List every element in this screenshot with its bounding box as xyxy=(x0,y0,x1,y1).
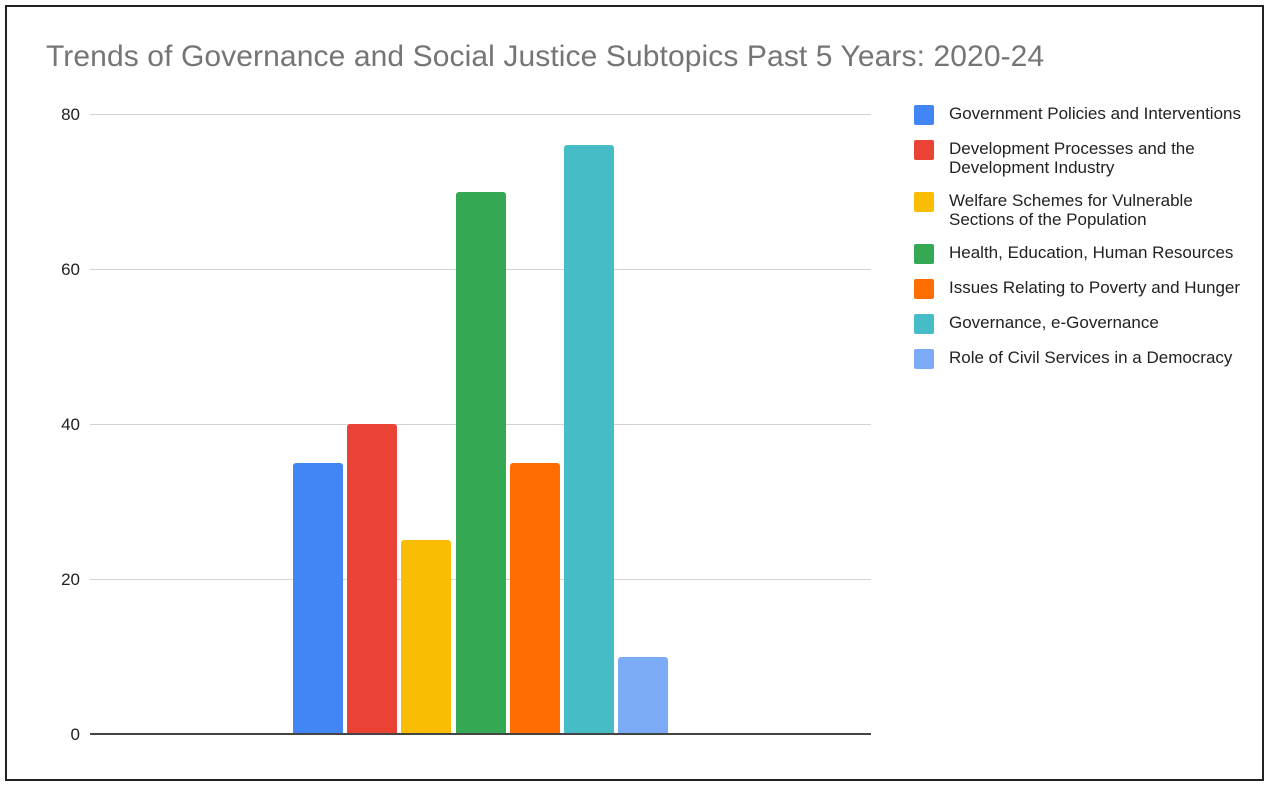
legend-swatch xyxy=(914,279,934,299)
legend-item-development-processes[interactable]: Development Processes and the Developmen… xyxy=(914,139,1244,177)
y-tick-40: 40 xyxy=(61,415,80,434)
bar-government-policies-and-interventions[interactable] xyxy=(293,463,343,734)
legend-item-governance[interactable]: Governance, e-Governance xyxy=(914,313,1244,334)
legend-item-welfare-schemes[interactable]: Welfare Schemes for Vulnerable Sections … xyxy=(914,191,1244,229)
legend-swatch xyxy=(914,349,934,369)
y-tick-0: 0 xyxy=(70,725,80,744)
bar-role-of-civil-services-in-a-democracy[interactable] xyxy=(618,657,668,735)
legend-item-government-policies[interactable]: Government Policies and Interventions xyxy=(914,104,1244,125)
bar-welfare-schemes-for-vulnerable-sections-of-the-population[interactable] xyxy=(401,540,451,734)
legend-label: Issues Relating to Poverty and Hunger xyxy=(949,278,1241,297)
legend-swatch xyxy=(914,244,934,264)
chart-frame xyxy=(5,5,1264,781)
bar-development-processes-and-the-development-industry[interactable] xyxy=(347,424,397,734)
bar-issues-relating-to-poverty-and-hunger[interactable] xyxy=(510,463,560,734)
legend-swatch xyxy=(914,140,934,160)
legend-label: Governance, e-Governance xyxy=(949,313,1159,332)
legend-item-health-education[interactable]: Health, Education, Human Resources xyxy=(914,243,1244,264)
legend-item-civil-services[interactable]: Role of Civil Services in a Democracy xyxy=(914,348,1244,369)
legend-label: Health, Education, Human Resources xyxy=(949,243,1234,262)
bar-governance-e-governance[interactable] xyxy=(564,145,614,734)
legend-label: Welfare Schemes for Vulnerable Sections … xyxy=(949,191,1193,229)
legend-swatch xyxy=(914,105,934,125)
gridline-80 xyxy=(90,114,871,115)
legend-item-poverty-hunger[interactable]: Issues Relating to Poverty and Hunger xyxy=(914,278,1244,299)
legend-swatch xyxy=(914,314,934,334)
x-axis-baseline xyxy=(90,733,871,735)
legend-label: Development Processes and the Developmen… xyxy=(949,139,1195,177)
legend-label: Role of Civil Services in a Democracy xyxy=(949,348,1233,367)
bar-health-education-human-resources[interactable] xyxy=(456,192,506,735)
y-tick-20: 20 xyxy=(61,570,80,589)
legend-label: Government Policies and Interventions xyxy=(949,104,1241,123)
chart-title: Trends of Governance and Social Justice … xyxy=(46,40,1045,73)
y-tick-80: 80 xyxy=(61,105,80,124)
legend: Government Policies and Interventions De… xyxy=(914,104,1244,383)
y-tick-60: 60 xyxy=(61,260,80,279)
legend-swatch xyxy=(914,192,934,212)
